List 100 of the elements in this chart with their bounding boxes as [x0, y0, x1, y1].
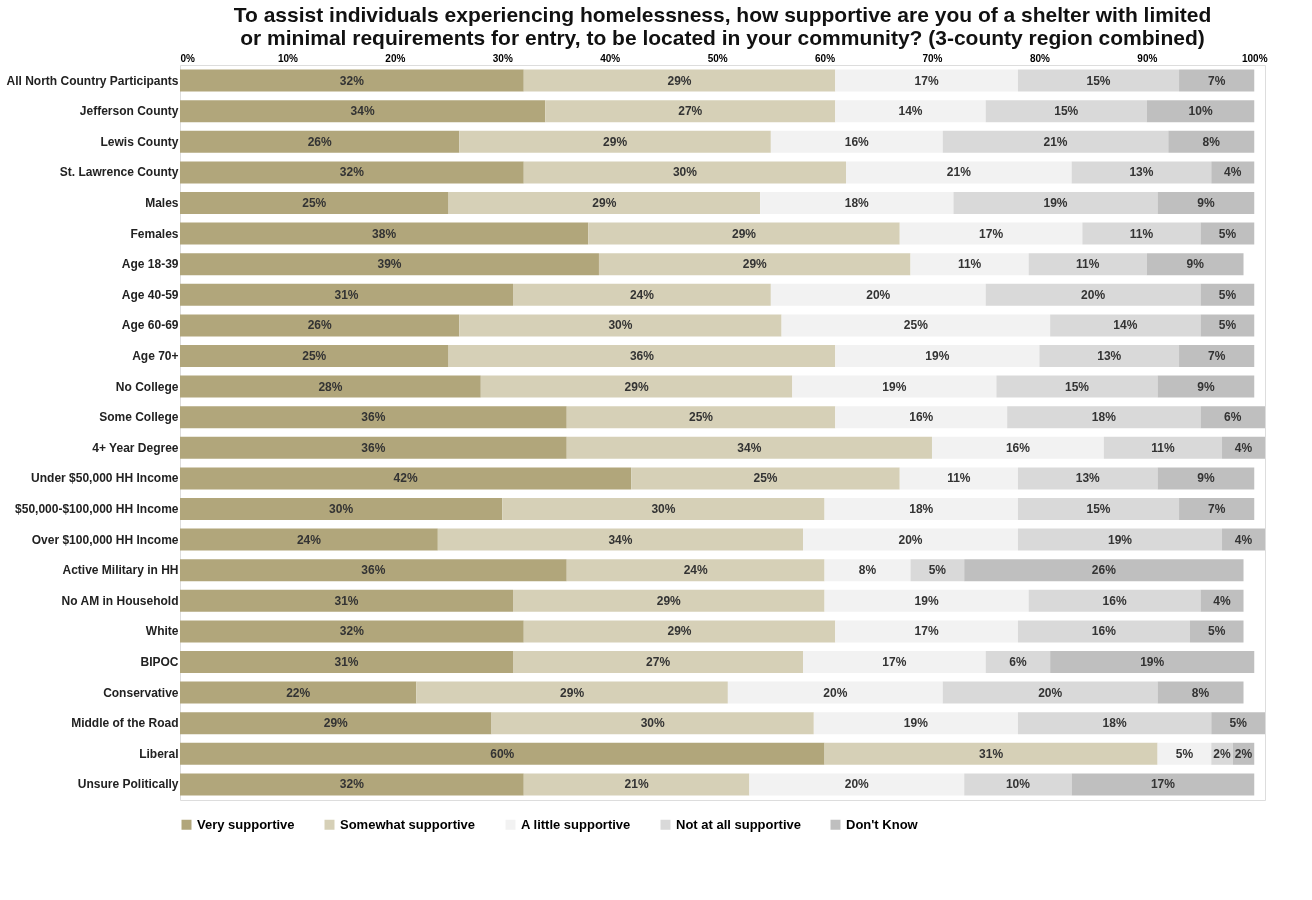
- bar: [824, 498, 1018, 520]
- bar: [996, 375, 1158, 398]
- data-label: 25%: [302, 349, 327, 363]
- data-label: 10%: [1188, 104, 1213, 119]
- data-label: 19%: [1107, 532, 1133, 547]
- chart-title: To assist individuals experiencing homelessness, how supportive are you of a shelter with limited or minimal requirements for entry, to be located in your community? (3-county region combined): [233, 3, 1212, 49]
- data-label: 29%: [624, 379, 649, 394]
- bar: [1028, 253, 1147, 276]
- y-tick-label: Age 70+: [132, 349, 179, 363]
- x-tick-label: 70%: [922, 52, 943, 64]
- bar: [180, 773, 524, 796]
- data-label: 5%: [1218, 287, 1237, 302]
- data-label: 5%: [1175, 746, 1194, 761]
- y-tick-label: Conservative: [103, 685, 179, 700]
- bar: [180, 130, 460, 153]
- y-tick-label: Jefferson County: [79, 104, 179, 119]
- x-tick-label: 60%: [815, 52, 836, 64]
- data-label: 2%: [1213, 746, 1232, 761]
- bar: [1146, 100, 1255, 123]
- bar: [1157, 467, 1255, 490]
- bar: [1157, 375, 1255, 398]
- data-label: 24%: [683, 563, 708, 578]
- data-label: 29%: [323, 716, 349, 731]
- bar: [835, 100, 986, 123]
- data-label: 25%: [903, 318, 929, 333]
- data-label: 7%: [1207, 502, 1226, 516]
- data-label: 26%: [307, 134, 332, 149]
- data-label: 27%: [678, 104, 703, 119]
- data-label: 5%: [1218, 226, 1237, 241]
- data-label: 18%: [1091, 410, 1117, 425]
- data-label: 20%: [1081, 287, 1106, 302]
- bar: [727, 681, 943, 704]
- data-label: 17%: [914, 73, 939, 88]
- y-tick-label: Liberal: [139, 746, 179, 761]
- bar: [180, 559, 567, 582]
- y-tick-label: BIPOC: [140, 655, 179, 669]
- y-tick-label: Age 40-59: [121, 287, 179, 302]
- bar: [459, 130, 771, 153]
- y-tick-label: $50,000-$100,000 HH Income: [15, 502, 179, 516]
- bar: [899, 467, 1018, 490]
- data-label: 15%: [1064, 379, 1090, 394]
- bar: [566, 406, 836, 429]
- bar: [448, 192, 761, 214]
- bar: [985, 283, 1201, 306]
- data-label: 15%: [1054, 104, 1079, 119]
- data-label: 21%: [624, 777, 649, 792]
- data-label: 32%: [339, 777, 365, 792]
- data-label: 20%: [898, 532, 923, 547]
- y-tick-label: Lewis County: [100, 134, 179, 149]
- bar: [1017, 498, 1180, 520]
- bar: [942, 130, 1169, 153]
- bar: [1211, 712, 1265, 735]
- data-label: 5%: [1218, 318, 1237, 333]
- data-label: 29%: [742, 257, 768, 272]
- data-label: 20%: [866, 287, 891, 302]
- data-label: 36%: [361, 563, 386, 578]
- data-label: 29%: [560, 685, 585, 700]
- bar: [180, 620, 524, 643]
- bar: [824, 742, 1158, 765]
- data-label: 24%: [629, 287, 655, 302]
- data-label: 30%: [651, 502, 676, 516]
- data-label: 18%: [844, 196, 870, 210]
- data-label: 21%: [946, 165, 972, 180]
- y-tick-label: No College: [115, 379, 179, 394]
- bar: [749, 773, 965, 796]
- bar: [180, 406, 567, 429]
- bar: [631, 467, 900, 490]
- data-label: 13%: [1075, 471, 1101, 486]
- data-label: 32%: [339, 624, 365, 639]
- x-tick-label: 100%: [1241, 52, 1268, 64]
- bar: [760, 192, 954, 214]
- data-label: 18%: [1102, 716, 1127, 731]
- data-label: 25%: [753, 471, 778, 486]
- data-label: 30%: [329, 502, 354, 516]
- bar: [566, 559, 825, 582]
- bar: [1071, 773, 1255, 796]
- bar: [180, 100, 546, 123]
- y-tick-label: Under $50,000 HH Income: [31, 471, 179, 486]
- data-label: 32%: [339, 73, 365, 88]
- data-label: 4%: [1224, 165, 1242, 180]
- data-label: 13%: [1097, 349, 1122, 363]
- bar: [1017, 69, 1180, 92]
- bar: [588, 222, 900, 245]
- bar: [964, 773, 1072, 796]
- bar: [1189, 620, 1244, 643]
- data-label: 15%: [1086, 502, 1111, 516]
- y-tick-label: St. Lawrence County: [59, 165, 179, 180]
- data-label: 36%: [361, 410, 386, 425]
- bar: [459, 314, 782, 337]
- data-label: 17%: [1150, 777, 1176, 792]
- bar: [770, 130, 943, 153]
- data-label: 15%: [1086, 73, 1111, 88]
- bar: [180, 283, 514, 306]
- bar: [781, 314, 1051, 337]
- data-label: 17%: [914, 624, 939, 639]
- bar: [1017, 528, 1223, 551]
- data-label: 19%: [1043, 196, 1068, 210]
- data-label: 7%: [1207, 73, 1226, 88]
- data-label: 9%: [1186, 257, 1205, 272]
- bar: [180, 375, 481, 398]
